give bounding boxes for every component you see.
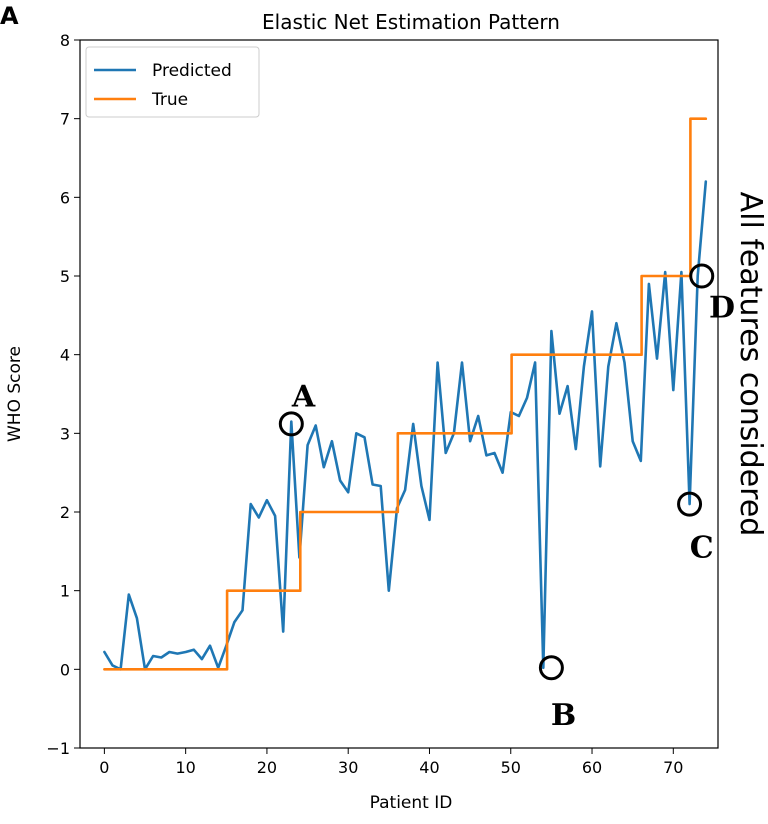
x-tick-label: 40	[419, 758, 439, 777]
y-tick-label: −1	[46, 739, 70, 758]
y-axis-label: WHO Score	[5, 346, 25, 442]
x-tick-label: 0	[99, 758, 109, 777]
annotation-marker	[677, 491, 703, 517]
series-line-predicted	[103, 180, 708, 671]
series-line-true	[103, 117, 708, 671]
legend-entry: True	[151, 90, 188, 110]
y-tick-label: 7	[60, 110, 70, 129]
y-tick-label: 4	[60, 346, 70, 365]
annotations: A B C D	[278, 263, 735, 733]
y-tick-label: 3	[60, 424, 70, 443]
chart-title: Elastic Net Estimation Pattern	[262, 10, 560, 34]
y-tick-label: 8	[60, 31, 70, 50]
y-tick-label: 6	[60, 188, 70, 207]
y-tick-label: 0	[60, 660, 70, 679]
side-label: All features considered	[733, 192, 768, 537]
legend: Predicted True	[85, 46, 260, 118]
x-tick-label: 10	[175, 758, 195, 777]
x-tick-label: 70	[663, 758, 683, 777]
annotation-marker	[538, 655, 564, 681]
y-tick-label: 5	[60, 267, 70, 286]
x-tick-label: 60	[582, 758, 602, 777]
x-tick-label: 50	[501, 758, 521, 777]
annotation-label: A	[291, 379, 316, 414]
annotation-marker	[689, 263, 715, 289]
y-tick-label: 2	[60, 503, 70, 522]
annotation-label: B	[551, 698, 576, 733]
x-tick-label: 20	[257, 758, 277, 777]
y-tick-label: 1	[60, 582, 70, 601]
series-lines	[103, 117, 708, 671]
plot-area	[79, 39, 719, 749]
panel-label: A	[0, 2, 19, 30]
annotation-label: C	[690, 530, 714, 565]
annotation-label: D	[709, 290, 735, 325]
x-tick-label: 30	[338, 758, 358, 777]
legend-entry: Predicted	[152, 61, 232, 81]
x-axis-label: Patient ID	[370, 793, 453, 813]
axis-ticks: 0 10 20 30 40 50 60 70 −1 0 1 2 3 4 5 6 7 8	[46, 31, 683, 777]
annotation-marker	[278, 411, 304, 437]
